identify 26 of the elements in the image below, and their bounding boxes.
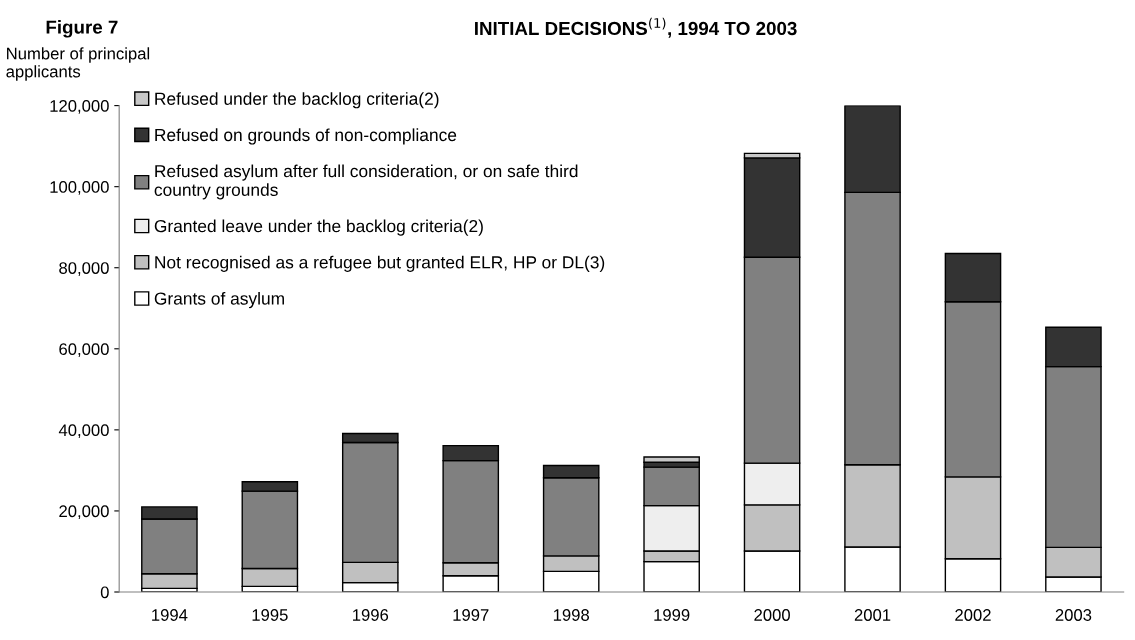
- y-tick-label: 100,000: [50, 181, 109, 195]
- y-tick-label: 120,000: [50, 100, 109, 114]
- legend-label: Refused on grounds of non-compliance: [155, 128, 457, 145]
- x-tick-label: 2000: [754, 609, 790, 621]
- chart-title: INITIAL DECISIONS$^{(1)}$, 1994 TO 2003: [475, 17, 797, 38]
- x-tick-label: 1996: [353, 609, 389, 621]
- x-tick-label: 2002: [955, 609, 991, 621]
- legend-label: Grants of asylum: [154, 291, 284, 309]
- legend-label: Granted leave under the backlog criteria(2): [154, 219, 483, 236]
- x-tick-label: 2003: [1055, 609, 1092, 621]
- x-tick-label: 1995: [252, 609, 288, 621]
- y-tick-label: 40,000: [58, 424, 109, 439]
- y-tick-label: 20,000: [59, 505, 109, 520]
- x-tick-label: 2001: [854, 609, 891, 621]
- y-tick-label: 60,000: [59, 343, 109, 357]
- x-tick-label: 1997: [453, 609, 489, 621]
- legend-label: Not recognised as a refugee but granted ELR, HP or DL(3): [155, 255, 605, 272]
- legend-label: Refused asylum after full consideration, or on safe third country grounds: [154, 164, 578, 200]
- y-tick-label: 80,000: [59, 262, 109, 276]
- x-tick-label: 1998: [553, 609, 589, 621]
- x-tick-label: 1999: [654, 609, 690, 621]
- y-tick-label: 0: [100, 586, 109, 599]
- caption: Figure 7: [46, 20, 118, 38]
- x-tick-label: 1994: [152, 609, 188, 621]
- y-axis-title: Number of principal applicants: [6, 47, 150, 81]
- legend-label: Refused under the backlog criteria(2): [155, 92, 439, 109]
